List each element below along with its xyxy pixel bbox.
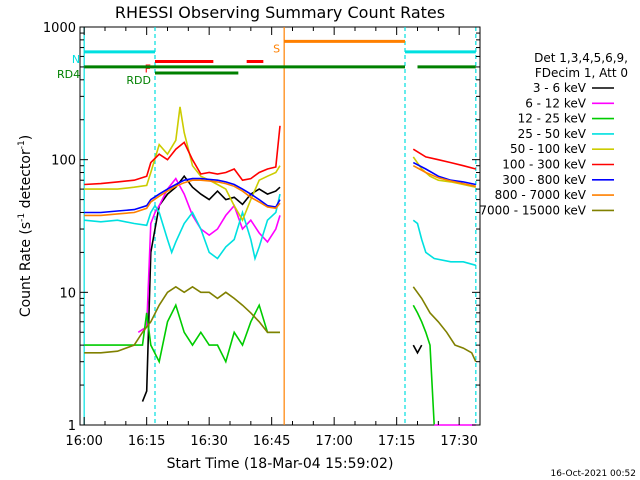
event-flags: N F S RD4 RDD bbox=[57, 39, 476, 87]
y-tick-label: 1000 bbox=[43, 21, 76, 36]
legend-header-line1: Det 1,3,4,5,6,9, bbox=[534, 51, 628, 65]
series-line-post-gap bbox=[412, 219, 477, 267]
series-line bbox=[141, 174, 281, 402]
flag-label: S bbox=[273, 42, 280, 55]
flag-label: N bbox=[72, 53, 80, 66]
x-tick-label: 16:15 bbox=[128, 434, 165, 449]
timestamp: 16-Oct-2021 00:52 bbox=[551, 469, 636, 479]
y-axis-ticks: 1 10 100 1000 bbox=[43, 21, 480, 434]
series-line bbox=[137, 177, 281, 333]
legend: Det 1,3,4,5,6,9, FDecim 1, Att 0 3 - 6 k… bbox=[479, 51, 628, 217]
series-line-post-gap bbox=[412, 286, 477, 363]
legend-label: 800 - 7000 keV bbox=[495, 188, 587, 202]
series-line-post-gap bbox=[412, 344, 423, 355]
x-tick-label: 16:00 bbox=[65, 434, 102, 449]
legend-label: 25 - 50 keV bbox=[518, 127, 587, 141]
series-line bbox=[84, 125, 281, 186]
series-line-post-gap bbox=[412, 156, 476, 188]
legend-label: 12 - 25 keV bbox=[518, 112, 587, 126]
legend-label: 300 - 800 keV bbox=[502, 173, 586, 187]
legend-label: 3 - 6 keV bbox=[533, 81, 587, 95]
series-lines bbox=[84, 106, 477, 426]
x-tick-label: 17:15 bbox=[378, 434, 415, 449]
flag-label: RDD bbox=[126, 74, 151, 87]
series-line bbox=[84, 106, 281, 223]
y-tick-label: 100 bbox=[51, 154, 76, 169]
legend-label: 6 - 12 keV bbox=[525, 96, 587, 110]
series-line bbox=[84, 193, 281, 262]
x-tick-label: 17:30 bbox=[440, 434, 477, 449]
series-line bbox=[84, 177, 281, 214]
series-line-post-gap bbox=[412, 304, 435, 426]
chart-title: RHESSI Observing Summary Count Rates bbox=[115, 3, 445, 22]
series-line-post-gap bbox=[412, 148, 477, 170]
y-tick-label: 10 bbox=[59, 286, 76, 301]
flag-label: F bbox=[145, 62, 151, 75]
x-tick-label: 17:00 bbox=[315, 434, 352, 449]
plot-frame bbox=[79, 26, 481, 426]
legend-label: 7000 - 15000 keV bbox=[479, 203, 586, 217]
legend-header-line2: FDecim 1, Att 0 bbox=[535, 66, 628, 80]
y-axis-label: Count Rate (s-1 detector-1) bbox=[17, 135, 34, 317]
x-tick-label: 16:30 bbox=[190, 434, 227, 449]
x-tick-label: 16:45 bbox=[253, 434, 290, 449]
series-line-post-gap bbox=[412, 164, 476, 188]
y-tick-label: 1 bbox=[68, 419, 76, 434]
x-axis-label: Start Time (18-Mar-04 15:59:02) bbox=[167, 456, 394, 472]
legend-label: 100 - 300 keV bbox=[502, 158, 586, 172]
flag-label: RD4 bbox=[57, 68, 80, 81]
series-line-post-gap bbox=[412, 161, 476, 186]
legend-label: 50 - 100 keV bbox=[510, 142, 587, 156]
x-axis-ticks: 16:00 16:15 16:30 16:45 17:00 17:15 17:30 bbox=[65, 27, 478, 449]
series-line bbox=[84, 285, 280, 354]
series-line bbox=[84, 179, 281, 217]
